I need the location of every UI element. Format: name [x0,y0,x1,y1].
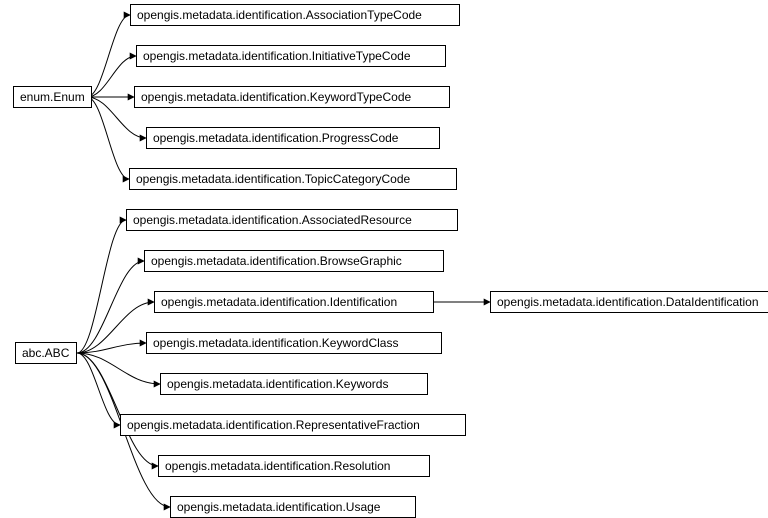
node-enum: enum.Enum [13,86,92,108]
node-rep_frac: opengis.metadata.identification.Represen… [120,414,466,436]
node-browse: opengis.metadata.identification.BrowseGr… [144,250,444,272]
node-usage: opengis.metadata.identification.Usage [170,496,416,518]
node-keywords: opengis.metadata.identification.Keywords [160,373,428,395]
node-keyword_class: opengis.metadata.identification.KeywordC… [146,332,442,354]
node-abc: abc.ABC [15,342,77,364]
node-ident: opengis.metadata.identification.Identifi… [154,291,434,313]
node-init_type: opengis.metadata.identification.Initiati… [136,45,446,67]
edge-enum-to-topic_cat [87,97,129,179]
inheritance-diagram: enum.Enum abc.ABC opengis.metadata.identif… [0,0,768,513]
edge-enum-to-init_type [87,56,136,97]
node-data_ident: opengis.metadata.identification.DataIden… [490,291,768,313]
edge-abc-to-ident [77,302,154,353]
edge-abc-to-rep_frac [77,353,120,425]
node-keyword_type: opengis.metadata.identification.KeywordT… [134,86,450,108]
node-progress: opengis.metadata.identification.Progress… [146,127,440,149]
edge-abc-to-browse [77,261,144,353]
node-resolution: opengis.metadata.identification.Resoluti… [158,455,430,477]
node-assoc_type: opengis.metadata.identification.Associat… [130,4,460,26]
node-topic_cat: opengis.metadata.identification.TopicCat… [129,168,457,190]
edge-abc-to-resolution [77,353,158,466]
node-assoc_res: opengis.metadata.identification.Associat… [126,209,458,231]
edge-enum-to-assoc_type [87,15,130,97]
edge-abc-to-assoc_res [77,220,126,353]
edge-abc-to-keywords [77,353,160,384]
